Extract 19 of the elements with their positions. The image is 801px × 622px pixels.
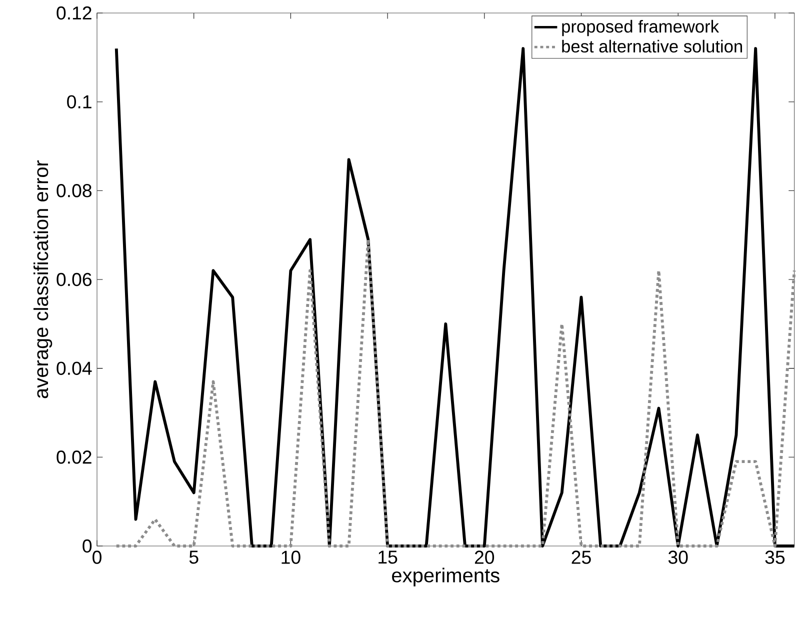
x-tick-label: 20 (474, 550, 494, 564)
x-tick-label: 30 (668, 550, 688, 564)
legend-label: proposed framework (562, 20, 720, 36)
x-tick-label: 5 (189, 550, 198, 564)
x-tick-label: 0 (92, 550, 102, 564)
x-axis-title: experiments (392, 568, 500, 586)
y-tick-label: 0 (82, 539, 92, 553)
x-tick-label: 25 (572, 550, 591, 564)
y-tick-label: 0.06 (56, 272, 92, 286)
x-tick-label: 35 (765, 550, 785, 564)
y-tick-label: 0.04 (56, 362, 92, 375)
x-tick-label: 10 (282, 550, 300, 564)
legend-label: best alternative solution (562, 40, 742, 53)
y-tick-label: 0.08 (56, 184, 92, 198)
y-axis-title: average classification error (34, 160, 52, 398)
y-tick-label: 0.02 (56, 450, 92, 464)
y-tick-label: 0.1 (67, 95, 92, 108)
x-tick-label: 15 (378, 550, 398, 564)
y-tick-label: 0.12 (56, 6, 92, 20)
